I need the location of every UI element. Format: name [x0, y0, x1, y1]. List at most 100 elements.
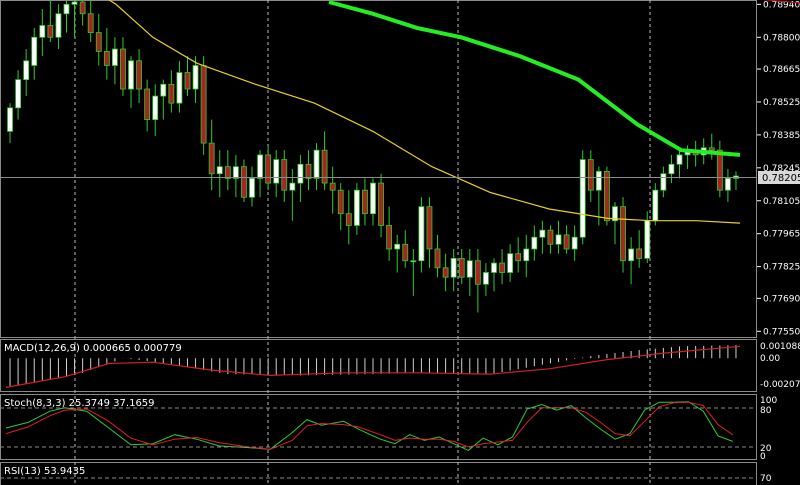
stoch-k-line — [5, 401, 733, 451]
candle-up — [152, 95, 159, 121]
stoch-tick-100: 100 — [760, 396, 777, 406]
candle-down — [136, 60, 142, 90]
candle-down — [305, 163, 312, 179]
candle-down — [499, 262, 505, 273]
candle-up — [15, 79, 21, 109]
current-price-tag: 0.78205 — [762, 173, 800, 184]
candle-up — [644, 220, 651, 259]
candle-down — [329, 182, 336, 191]
candle-down — [515, 253, 522, 262]
candle-up — [668, 163, 675, 175]
candle-down — [716, 149, 723, 191]
candle-down — [95, 32, 102, 52]
candle-up — [23, 60, 30, 81]
candle-down — [708, 147, 715, 151]
macd-tick-zero: 0.00 — [760, 354, 780, 364]
candle-up — [523, 248, 530, 262]
stoch-tick-80: 80 — [760, 406, 772, 416]
candle-down — [47, 25, 54, 38]
price-tick-label: 0.78385 — [763, 131, 800, 141]
candle-down — [474, 260, 481, 285]
candle-up — [289, 182, 296, 191]
price-tick-label: 0.78800 — [763, 33, 800, 43]
macd-label: MACD(12,26,9) 0.000665 0.000779 — [4, 343, 182, 354]
candle-down — [281, 159, 288, 191]
candle-up — [71, 1, 78, 5]
candle-down — [200, 65, 207, 144]
price-panel-frame — [0, 0, 757, 338]
stoch-tick-20: 20 — [760, 444, 772, 454]
candle-up — [571, 236, 578, 250]
candle-up — [216, 166, 223, 175]
macd-tick-top: 0.001088 — [760, 342, 800, 352]
current-price-tag-bg — [758, 171, 800, 184]
candle-down — [144, 88, 151, 121]
stoch-panel-frame — [0, 394, 757, 460]
candle-up — [31, 36, 38, 66]
stoch-levels — [0, 407, 757, 448]
macd-panel-frame — [0, 339, 757, 392]
price-tick-label: 0.77690 — [763, 294, 800, 304]
price-tick-label: 0.78245 — [763, 164, 800, 174]
candle-up — [725, 178, 731, 191]
candle-down — [378, 182, 384, 226]
candle-up — [612, 206, 618, 222]
stoch-label: Stoch(8,3,3) 25.3749 37.1659 — [4, 398, 155, 409]
candle-down — [547, 229, 554, 245]
rsi-tick-70: 70 — [760, 474, 772, 484]
candle-up — [297, 163, 304, 184]
candle-down — [563, 234, 570, 250]
candle-up — [63, 3, 70, 15]
macd-series — [5, 345, 741, 388]
moving-average-fast — [108, 0, 741, 224]
candle-up — [232, 166, 239, 179]
candle-up — [628, 248, 635, 262]
candle-up — [660, 173, 667, 191]
candle-up — [257, 154, 263, 179]
candle-down — [426, 206, 433, 250]
candle-down — [434, 248, 441, 269]
candle-down — [208, 142, 215, 175]
candle-up — [111, 48, 118, 66]
candle-down — [587, 159, 594, 191]
candle-down — [636, 248, 643, 259]
candle-down — [337, 189, 344, 215]
stoch-d-line — [5, 401, 733, 450]
candle-down — [103, 50, 110, 66]
candle-up — [507, 253, 514, 273]
candle-up — [539, 229, 546, 238]
candle-up — [555, 234, 562, 245]
candle-down — [184, 72, 191, 90]
candle-down — [442, 267, 449, 278]
candle-down — [87, 13, 94, 33]
candle-down — [345, 213, 352, 226]
stoch-tick-0: 0 — [760, 452, 766, 462]
candle-up — [579, 159, 586, 238]
stoch-series — [5, 401, 733, 451]
candle-down — [224, 166, 231, 179]
rsi-label: RSI(13) 53.9435 — [4, 466, 85, 477]
candle-up — [313, 149, 320, 179]
price-tick-label: 0.77965 — [763, 230, 800, 240]
candle-up — [273, 159, 280, 184]
candle-up — [531, 236, 538, 250]
candle-up — [450, 257, 457, 278]
price-series — [7, 0, 800, 313]
price-tick-label: 0.78105 — [763, 197, 800, 207]
price-tick-label: 0.78665 — [763, 65, 800, 75]
candle-down — [168, 83, 175, 104]
macd-tick-bottom: -0.002073 — [760, 380, 800, 390]
price-tick-label: 0.77550 — [763, 327, 800, 337]
candle-down — [79, 1, 86, 15]
candle-down — [265, 154, 272, 184]
candle-up — [192, 65, 199, 90]
candle-up — [370, 182, 376, 215]
candle-down — [458, 257, 465, 278]
candle-down — [402, 243, 409, 262]
candle-up — [483, 272, 489, 285]
candle-up — [418, 206, 425, 262]
candle-up — [39, 25, 46, 38]
candle-down — [321, 149, 328, 184]
moving-average-slow — [761, 0, 800, 4]
